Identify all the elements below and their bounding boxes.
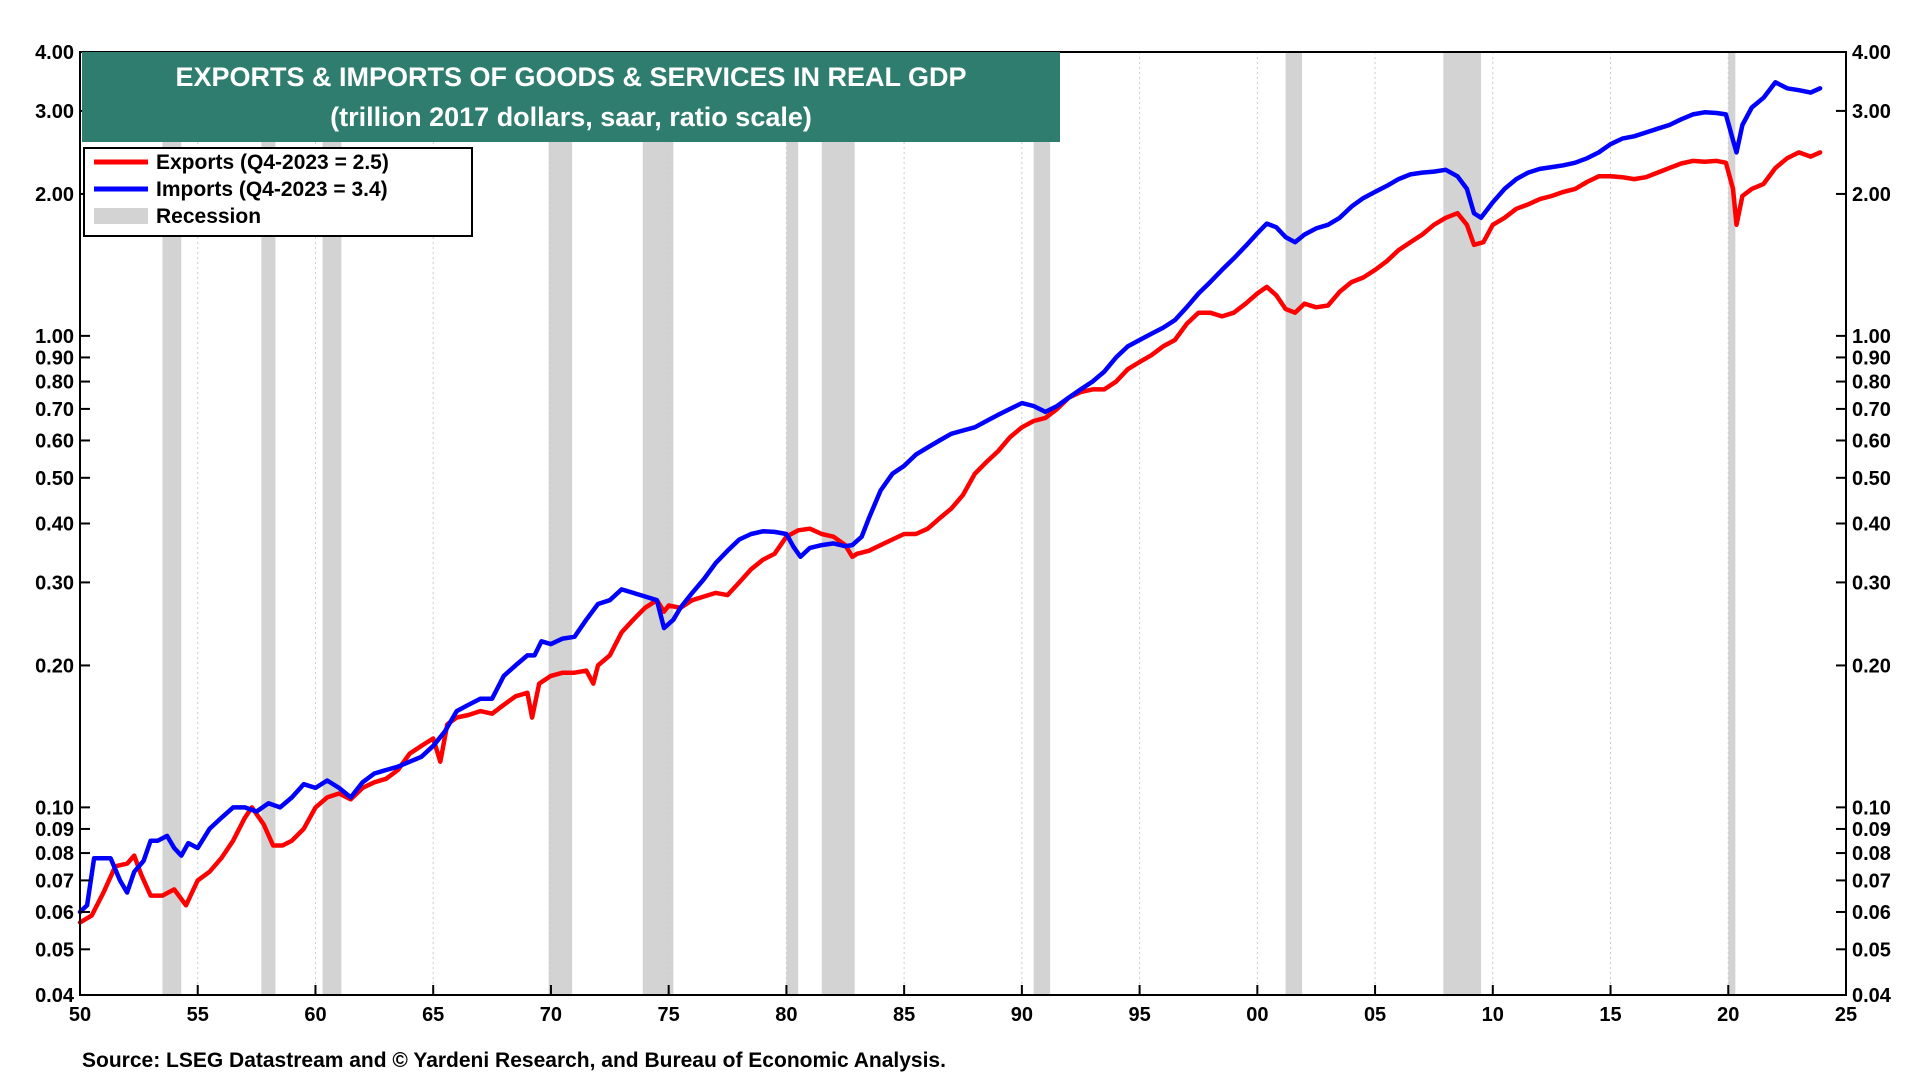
legend-label-exports: Exports (Q4-2023 = 2.5) <box>156 151 389 174</box>
y-tick-label-right: 0.20 <box>1852 655 1891 677</box>
y-tick-label-right: 0.60 <box>1852 430 1891 452</box>
recession-band <box>1728 52 1736 995</box>
y-tick-label-right: 0.80 <box>1852 372 1891 394</box>
y-tick-label-left: 0.04 <box>35 985 75 1007</box>
x-tick-label: 80 <box>775 1004 797 1026</box>
y-tick-label-left: 0.60 <box>35 430 74 452</box>
y-tick-label-left: 0.09 <box>35 819 74 841</box>
y-tick-label-left: 0.20 <box>35 655 74 677</box>
x-tick-label: 50 <box>69 1004 91 1026</box>
y-tick-label-right: 2.00 <box>1852 184 1891 206</box>
legend-box <box>83 147 473 237</box>
y-tick-label-left: 3.00 <box>35 101 74 123</box>
y-tick-label-left: 4.00 <box>35 42 74 64</box>
y-tick-label-left: 0.10 <box>35 797 74 819</box>
recession-band <box>162 52 182 995</box>
y-tick-label-left: 0.07 <box>35 870 74 892</box>
recession-band <box>548 52 573 995</box>
y-tick-label-right: 0.05 <box>1852 939 1891 961</box>
x-tick-label: 85 <box>893 1004 915 1026</box>
recession-band <box>1285 52 1303 995</box>
y-tick-label-left: 2.00 <box>35 184 74 206</box>
y-tick-label-right: 0.06 <box>1852 902 1891 924</box>
series-layer <box>77 80 1823 925</box>
recession-band <box>1033 52 1051 995</box>
legend-swatch-recession <box>94 208 148 224</box>
y-tick-label-left: 0.70 <box>35 399 74 421</box>
y-tick-label-right: 0.50 <box>1852 468 1891 490</box>
y-tick-label-right: 0.90 <box>1852 347 1891 369</box>
title-box: EXPORTS & IMPORTS OF GOODS & SERVICES IN… <box>82 52 1060 142</box>
recession-band <box>1443 52 1482 995</box>
y-tick-label-right: 0.10 <box>1852 797 1891 819</box>
x-tick-label: 75 <box>658 1004 680 1026</box>
recession-band <box>786 52 799 995</box>
recession-shading-layer <box>162 52 1736 995</box>
legend: Exports (Q4-2023 = 2.5) Imports (Q4-2023… <box>83 147 473 237</box>
recession-band <box>322 52 342 995</box>
recession-band <box>261 52 276 995</box>
y-tick-label-left: 0.90 <box>35 347 74 369</box>
x-tick-label: 95 <box>1128 1004 1150 1026</box>
title-background <box>82 52 1060 142</box>
chart-subtitle: (trillion 2017 dollars, saar, ratio scal… <box>330 102 812 132</box>
source-note: Source: LSEG Datastream and © Yardeni Re… <box>82 1049 946 1072</box>
y-tick-label-left: 0.40 <box>35 514 74 536</box>
y-tick-label-left: 1.00 <box>35 326 74 348</box>
x-tick-label: 65 <box>422 1004 444 1026</box>
y-tick-label-right: 0.70 <box>1852 399 1891 421</box>
y-tick-label-right: 4.00 <box>1852 42 1891 64</box>
series-line-exports <box>77 150 1823 925</box>
x-tick-label: 20 <box>1717 1004 1739 1026</box>
x-tick-label: 10 <box>1482 1004 1504 1026</box>
legend-label-recession: Recession <box>156 205 261 228</box>
y-tick-label-left: 0.08 <box>35 843 74 865</box>
x-tick-label: 55 <box>187 1004 209 1026</box>
y-tick-label-right: 0.07 <box>1852 870 1891 892</box>
y-tick-label-left: 0.30 <box>35 572 74 594</box>
y-tick-label-right: 0.40 <box>1852 514 1891 536</box>
y-tick-label-left: 0.06 <box>35 902 74 924</box>
legend-label-imports: Imports (Q4-2023 = 3.4) <box>156 178 388 201</box>
chart-title: EXPORTS & IMPORTS OF GOODS & SERVICES IN… <box>175 62 966 92</box>
series-line-imports <box>77 80 1823 915</box>
y-tick-label-right: 0.09 <box>1852 819 1891 841</box>
x-tick-label: 70 <box>540 1004 562 1026</box>
y-tick-label-right: 0.30 <box>1852 572 1891 594</box>
x-tick-label: 05 <box>1364 1004 1386 1026</box>
x-tick-label: 15 <box>1599 1004 1621 1026</box>
x-tick-label: 90 <box>1011 1004 1033 1026</box>
y-tick-label-right: 1.00 <box>1852 326 1891 348</box>
ticks-layer: 4.00 4.003.00 3.002.00 2.001.00 1.000.90 0.90… <box>35 42 1892 1026</box>
y-tick-label-left: 0.05 <box>35 939 74 961</box>
x-tick-label: 00 <box>1246 1004 1268 1026</box>
x-tick-label: 25 <box>1835 1004 1857 1026</box>
y-tick-label-left: 0.50 <box>35 468 74 490</box>
y-tick-label-right: 0.08 <box>1852 843 1891 865</box>
y-tick-label-left: 0.80 <box>35 372 74 394</box>
y-tick-label-right: 3.00 <box>1852 101 1891 123</box>
x-tick-label: 60 <box>304 1004 326 1026</box>
y-tick-label-right: 0.04 <box>1852 985 1892 1007</box>
recession-band <box>821 52 855 995</box>
